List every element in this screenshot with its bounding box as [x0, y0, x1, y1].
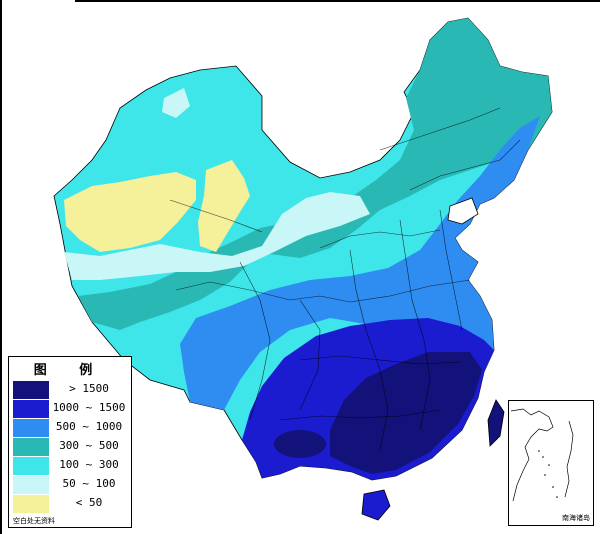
region-300-500: [78, 18, 552, 330]
legend-label-1000-1500: 1000 ~ 1500: [52, 401, 126, 414]
legend-row-over-1500: > 1500: [13, 381, 129, 399]
region-50-100: [64, 192, 370, 280]
legend-label-over-1500: > 1500: [69, 382, 109, 395]
region-50-100-north: [162, 88, 190, 118]
frame-left-line: [0, 0, 2, 534]
legend-swatch-300-500: [13, 438, 49, 456]
legend-label-50-100: 50 ~ 100: [62, 477, 116, 490]
legend-row-50-100: 50 ~ 100: [13, 476, 129, 494]
legend-swatch-over-1500: [13, 381, 49, 399]
region-over-1500-west: [274, 430, 326, 458]
legend-label-300-500: 300 ~ 500: [59, 439, 119, 452]
legend-row-under-50: < 50: [13, 495, 129, 513]
frame-top-line: [75, 0, 600, 2]
legend-note: 空白处无资料: [13, 517, 55, 525]
hainan-island: [361, 489, 391, 521]
legend-label-under-50: < 50: [75, 496, 103, 509]
legend-title: 图 例: [33, 363, 107, 378]
legend-row-100-300: 100 ~ 300: [13, 457, 129, 475]
legend-swatch-100-300: [13, 457, 49, 475]
south-china-sea-inset: 南海诸岛: [508, 400, 594, 526]
legend-swatch-500-1000: [13, 419, 49, 437]
region-under-50-xinjiang: [64, 172, 196, 252]
legend-row-500-1000: 500 ~ 1000: [13, 419, 129, 437]
inset-coastline-east: [564, 420, 574, 498]
bohai-sea: [447, 197, 479, 225]
inset-label: 南海诸岛: [562, 514, 590, 522]
province-borders: [169, 107, 521, 451]
inset-coastline: [510, 408, 554, 502]
legend-swatch-under-50: [13, 495, 49, 513]
legend-swatch-50-100: [13, 476, 49, 494]
region-under-50-central: [198, 160, 250, 252]
legend-label-100-300: 100 ~ 300: [59, 458, 119, 471]
region-over-1500: [330, 352, 482, 474]
legend-label-500-1000: 500 ~ 1000: [55, 420, 123, 433]
inset-islands: [538, 450, 558, 498]
legend-row-1000-1500: 1000 ~ 1500: [13, 400, 129, 418]
inset-map: [510, 408, 574, 502]
legend-row-300-500: 300 ~ 500: [13, 438, 129, 456]
legend-swatch-1000-1500: [13, 400, 49, 418]
map-legend: 图 例 > 1500 1000 ~ 1500 500 ~ 1000 300 ~ …: [8, 356, 132, 528]
taiwan-island: [487, 399, 505, 447]
